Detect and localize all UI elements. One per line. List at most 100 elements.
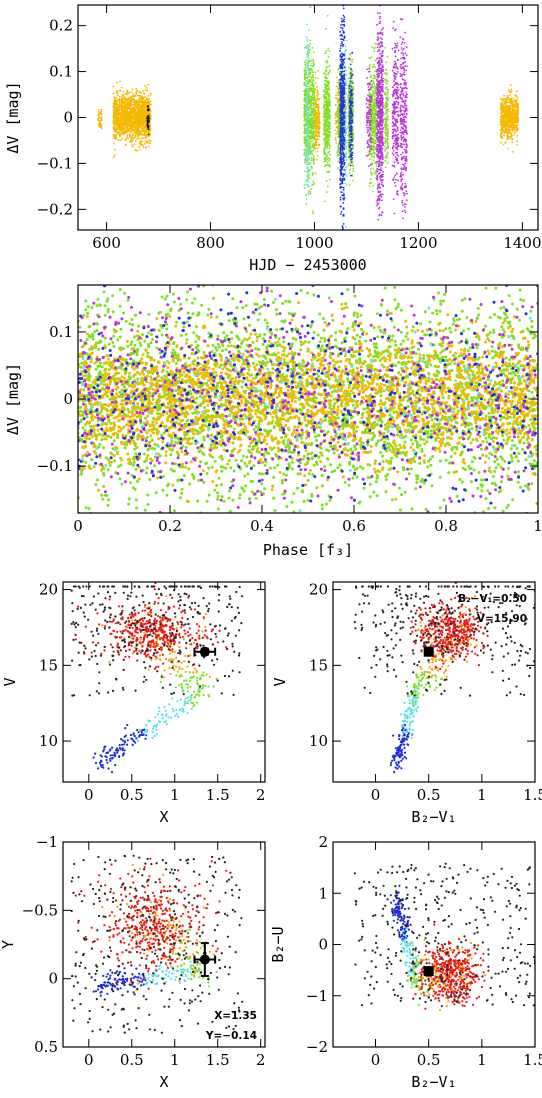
- data-point: [308, 101, 311, 104]
- data-point: [328, 96, 330, 98]
- data-point: [387, 98, 390, 101]
- data-point: [385, 61, 388, 63]
- data-point: [328, 69, 331, 72]
- data-point: [127, 137, 129, 140]
- data-point: [326, 102, 329, 105]
- data-point: [507, 99, 510, 102]
- data-point: [147, 97, 150, 100]
- data-point: [371, 46, 374, 49]
- data-point: [516, 144, 518, 146]
- data-point: [371, 83, 374, 85]
- data-point: [328, 64, 331, 67]
- data-point: [140, 120, 143, 123]
- data-point: [386, 153, 389, 156]
- data-point: [139, 143, 142, 145]
- data-point: [127, 130, 129, 133]
- data-point: [500, 98, 503, 101]
- data-point: [515, 114, 518, 116]
- data-point: [115, 112, 118, 115]
- data-point: [323, 160, 326, 163]
- data-point: [97, 122, 100, 125]
- data-point: [129, 140, 132, 143]
- data-point: [324, 73, 327, 76]
- data-point: [516, 129, 519, 132]
- data-point: [326, 155, 329, 158]
- data-point: [123, 107, 126, 110]
- data-point: [113, 115, 116, 118]
- data-point: [146, 103, 149, 106]
- data-point: [517, 117, 520, 120]
- data-point: [120, 132, 123, 134]
- data-point: [312, 79, 315, 82]
- data-point: [324, 76, 327, 79]
- data-point: [312, 149, 315, 152]
- data-point: [385, 86, 388, 89]
- data-point: [312, 93, 315, 96]
- data-point: [115, 133, 118, 136]
- data-point: [115, 127, 118, 130]
- data-point: [329, 153, 331, 156]
- data-point: [328, 163, 331, 166]
- data-point: [327, 142, 330, 145]
- data-point: [144, 96, 147, 98]
- data-point: [117, 112, 120, 114]
- data-point: [500, 128, 502, 131]
- data-point: [314, 172, 317, 175]
- data-point: [347, 77, 350, 80]
- data-point: [509, 101, 512, 104]
- data-point: [370, 84, 373, 87]
- data-point: [328, 103, 331, 105]
- data-point: [144, 102, 146, 105]
- data-point: [325, 96, 328, 99]
- data-point: [370, 181, 372, 184]
- data-point: [305, 203, 308, 206]
- data-point: [335, 94, 337, 97]
- data-point: [126, 110, 129, 113]
- data-point: [511, 112, 513, 115]
- data-point: [386, 125, 389, 128]
- data-point: [316, 86, 318, 88]
- data-point: [144, 118, 147, 121]
- data-point: [324, 137, 327, 139]
- data-point: [369, 93, 372, 96]
- data-point: [369, 75, 372, 78]
- data-point: [122, 125, 125, 127]
- data-point: [506, 98, 509, 101]
- data-point: [374, 66, 377, 68]
- data-point: [505, 141, 507, 144]
- data-point: [328, 178, 331, 181]
- data-point: [347, 148, 350, 151]
- data-point: [326, 191, 328, 194]
- data-point: [500, 134, 503, 137]
- data-point: [317, 103, 320, 106]
- data-point: [146, 99, 149, 102]
- data-point: [126, 101, 129, 104]
- data-point: [123, 101, 126, 104]
- data-point: [386, 82, 388, 85]
- data-point: [347, 104, 350, 107]
- data-point: [384, 137, 386, 140]
- data-point: [126, 89, 129, 92]
- data-point: [122, 94, 124, 96]
- data-point: [113, 96, 115, 99]
- data-point: [134, 108, 137, 111]
- data-point: [137, 110, 140, 113]
- data-point: [324, 165, 327, 168]
- data-point: [368, 185, 371, 188]
- data-point: [370, 154, 373, 156]
- data-point: [128, 118, 131, 121]
- data-point: [368, 66, 371, 68]
- data-point: [508, 132, 511, 135]
- data-point: [374, 117, 377, 119]
- data-point: [113, 154, 116, 157]
- data-point: [374, 140, 377, 143]
- data-point: [510, 88, 513, 91]
- data-point: [124, 105, 126, 108]
- data-point: [144, 122, 147, 125]
- data-point: [324, 156, 327, 159]
- data-point: [148, 142, 150, 144]
- data-point: [349, 184, 351, 186]
- data-point: [112, 109, 115, 112]
- data-point: [135, 100, 138, 103]
- data-point: [324, 148, 326, 151]
